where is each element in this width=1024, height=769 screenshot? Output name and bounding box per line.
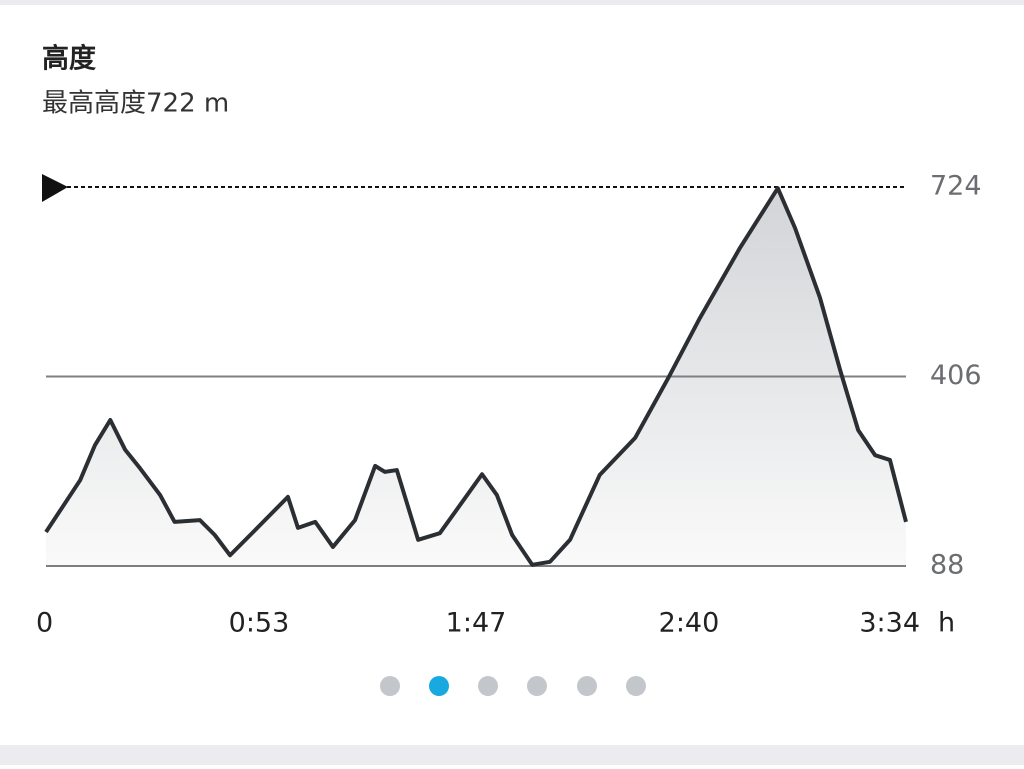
page-dot[interactable] [478, 676, 498, 696]
x-tick-label: 3:34 [859, 608, 920, 639]
line [44, 186, 908, 567]
chart-title: 高度 [42, 43, 96, 75]
x-tick-label: 1:47 [446, 608, 507, 639]
bottom-bar [0, 745, 1024, 765]
x-tick-label: 0 [36, 608, 53, 639]
y-tick-label: 724 [930, 171, 982, 202]
x-axis-label: h [938, 608, 955, 639]
page-dot-active[interactable] [429, 676, 449, 696]
x-tick-label: 2:40 [659, 608, 720, 639]
x-tick-label: 0:53 [229, 608, 290, 639]
page-dot[interactable] [527, 676, 547, 696]
area [46, 188, 906, 566]
page-dot[interactable] [577, 676, 597, 696]
chart-subtitle: 最高高度722 m [42, 89, 229, 119]
pager [380, 676, 646, 696]
plot: 88 406 724 0 0:53 1:47 2:40 3:34 h [36, 171, 982, 639]
top-bar [0, 0, 1024, 5]
max-marker [42, 174, 68, 202]
page-dot[interactable] [626, 676, 646, 696]
y-tick-label: 406 [930, 360, 982, 391]
page-dot[interactable] [380, 676, 400, 696]
y-tick-label: 88 [930, 550, 964, 581]
